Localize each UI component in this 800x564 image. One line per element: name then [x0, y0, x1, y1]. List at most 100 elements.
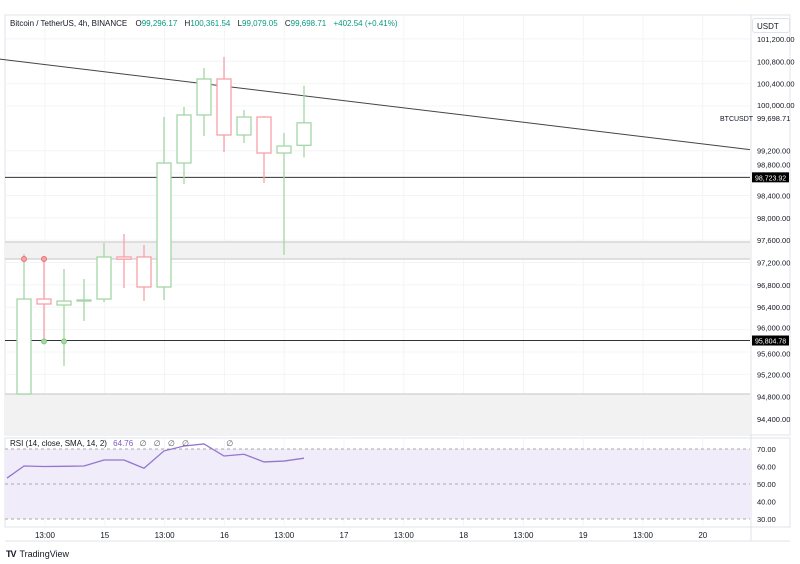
rsi-tick-label: 60.00: [757, 463, 776, 472]
last-price-value: 99,698.71: [757, 114, 790, 123]
rsi-legend: RSI (14, close, SMA, 14, 2) 64.76 ∅ ∅ ∅ …: [10, 439, 238, 448]
close-label: C: [284, 19, 291, 28]
candle: [176, 107, 192, 184]
price-tick-label: 98,400.00: [757, 191, 790, 200]
price-line-tag: [752, 335, 789, 346]
symbol-legend: Bitcoin / TetherUS, 4h, BINANCE O99,296.…: [10, 19, 403, 28]
rsi-tick-label: 40.00: [757, 498, 776, 507]
price-tick-label: 96,000.00: [757, 324, 790, 333]
candle-marker: [21, 255, 27, 262]
candle: [216, 56, 232, 153]
candle: [56, 269, 72, 366]
candle: [296, 85, 312, 158]
price-tick-label: 98,000.00: [757, 214, 790, 223]
price-tick-label: 95,600.00: [757, 350, 790, 359]
candle: [196, 67, 212, 137]
price-zone: [5, 393, 750, 435]
candle-body: [276, 145, 292, 154]
currency-button[interactable]: USDT: [752, 18, 790, 33]
candle-body: [16, 298, 32, 395]
candle-body: [236, 116, 252, 136]
rsi-value: 64.76: [113, 439, 134, 448]
candle-body: [256, 116, 272, 154]
na-value: ∅: [182, 439, 190, 448]
price-tick-label: 94,400.00: [757, 415, 790, 424]
candle: [76, 279, 92, 321]
price-tick-label: 98,800.00: [757, 160, 790, 169]
time-tick-label: 19: [579, 531, 588, 540]
rsi-label: RSI (14, close, SMA, 14, 2): [10, 439, 107, 448]
na-value: ∅: [139, 439, 147, 448]
last-price-symbol: BTCUSDT: [720, 116, 754, 123]
low-value: 99,079.05: [242, 19, 278, 28]
candle: [236, 110, 252, 144]
candle: [36, 258, 52, 344]
open-label: O: [135, 19, 142, 28]
price-tick-label: 97,600.00: [757, 236, 790, 245]
rsi-line: [6, 443, 305, 479]
price-tick-label: 95,200.00: [757, 370, 790, 379]
candle: [16, 253, 32, 395]
candle-marker: [61, 338, 67, 345]
price-line-tag-label: 98,723.92: [755, 175, 786, 182]
candle-body: [156, 162, 172, 288]
candle-body: [76, 299, 92, 302]
close-value: 99,698.71: [290, 19, 327, 28]
tradingview-logo-icon: TV: [6, 549, 16, 559]
price-tick-label: 100,400.00: [757, 80, 795, 89]
time-tick-label: 13:00: [633, 531, 654, 540]
candle: [116, 234, 132, 289]
candle-body: [96, 256, 112, 300]
price-tick-label: 94,800.00: [757, 393, 790, 402]
price-zone: [5, 242, 750, 259]
candle-body: [36, 298, 52, 305]
change-value: +402.54 (+0.41%): [333, 19, 398, 28]
candle-body: [296, 122, 312, 146]
candle-body: [196, 78, 212, 116]
price-tick-label: 97,200.00: [757, 259, 790, 268]
tradingview-brand[interactable]: TV TradingView: [6, 549, 69, 559]
candle: [96, 243, 112, 302]
price-line-tag: [752, 172, 789, 183]
time-tick-label: 13:00: [35, 531, 56, 540]
brand-name: TradingView: [19, 549, 70, 559]
price-tick-label: 96,400.00: [757, 303, 790, 312]
low-label: L: [237, 19, 243, 28]
time-tick-label: 13:00: [394, 531, 415, 540]
candle: [276, 132, 292, 255]
time-tick-label: 13:00: [155, 531, 176, 540]
price-tick-label: 101,200.00: [757, 35, 795, 44]
candle-body: [56, 300, 72, 306]
time-tick-label: 16: [220, 531, 229, 540]
price-tick-label: 96,800.00: [757, 281, 790, 290]
price-tick-label: 100,000.00: [757, 101, 795, 110]
candle: [136, 245, 152, 301]
time-tick-label: 17: [340, 531, 349, 540]
high-label: H: [184, 19, 191, 28]
time-tick-label: 13:00: [513, 531, 534, 540]
candle: [256, 116, 272, 183]
price-line-tag-label: 95,804.78: [755, 339, 786, 346]
time-tick-label: 18: [459, 531, 468, 540]
na-value: ∅: [226, 439, 234, 448]
candle-body: [216, 78, 232, 136]
na-value: ∅: [153, 439, 161, 448]
rsi-tick-label: 50.00: [757, 480, 776, 489]
time-tick-label: 20: [698, 531, 707, 540]
candle-body: [136, 256, 152, 288]
price-tick-label: 99,200.00: [757, 147, 790, 156]
time-tick-label: 13:00: [274, 531, 295, 540]
high-value: 100,361.54: [190, 19, 231, 28]
candle-marker: [41, 338, 47, 345]
candle: [156, 117, 172, 300]
na-value: ∅: [167, 439, 175, 448]
candle-body: [176, 114, 192, 164]
rsi-tick-label: 70.00: [757, 445, 776, 454]
open-value: 99,296.17: [141, 19, 178, 28]
symbol-title: Bitcoin / TetherUS, 4h, BINANCE: [10, 19, 128, 28]
price-tick-label: 100,800.00: [757, 57, 795, 66]
price-pane: [4, 14, 791, 436]
time-tick-label: 15: [100, 531, 109, 540]
candle-marker: [41, 255, 47, 262]
